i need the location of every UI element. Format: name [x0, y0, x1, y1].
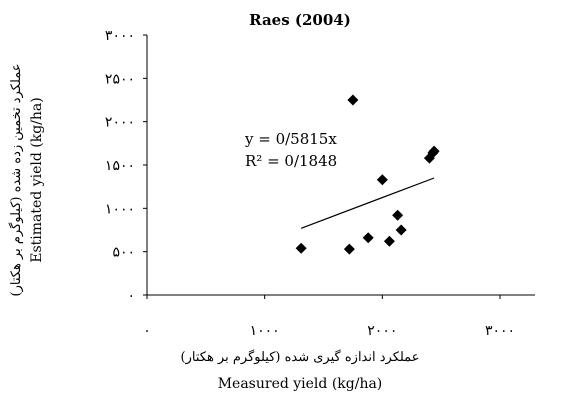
y-tick-label: ۱۰۰۰	[105, 201, 135, 217]
trendline	[300, 177, 435, 229]
data-point	[362, 232, 374, 244]
data-point	[347, 94, 359, 106]
y-axis-label-persian: عملکرد تخمین زده شده (کیلوگرم بر هکتار)	[8, 64, 24, 297]
data-point	[428, 145, 440, 157]
data-point	[392, 209, 404, 221]
y-tick-label: ۰	[127, 288, 135, 304]
y-axis-label-english: Estimated yield (kg/ha)	[29, 97, 45, 262]
data-point	[395, 224, 407, 236]
x-tick-label: ۲۰۰۰	[367, 323, 397, 339]
x-axis-label-english: Measured yield (kg/ha)	[218, 376, 383, 392]
y-tick-label: ۲۵۰۰	[105, 71, 135, 87]
data-point	[376, 174, 388, 186]
x-tick-label: ۰	[143, 323, 151, 339]
data-point	[383, 235, 395, 247]
r-squared-label: R² = 0/1848	[245, 152, 337, 170]
x-tick-label: ۱۰۰۰	[250, 323, 280, 339]
y-tick-label: ۵۰۰	[112, 245, 135, 261]
x-axis-label-persian: عملکرد اندازه گیری شده (کیلوگرم بر هکتار…	[181, 349, 420, 365]
y-tick-label: ۱۵۰۰	[105, 158, 135, 174]
y-tick-label: ۲۰۰۰	[105, 115, 135, 131]
trend-equation: y = 0/5815x	[244, 130, 337, 148]
data-point	[343, 243, 355, 255]
y-tick-label: ۳۰۰۰	[105, 28, 135, 44]
data-point	[295, 242, 307, 254]
x-tick-label: ۳۰۰۰	[485, 323, 515, 339]
chart-title: Raes (2004)	[249, 11, 351, 29]
